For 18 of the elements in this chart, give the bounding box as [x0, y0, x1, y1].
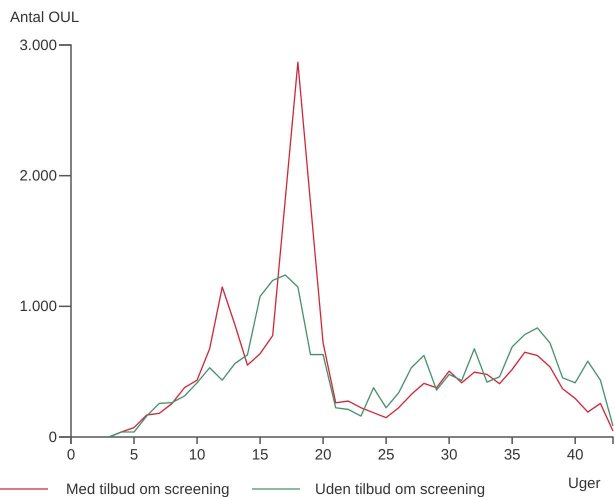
y-tick-label: 3.000: [19, 36, 57, 54]
line-series: [108, 274, 614, 438]
x-tick-label: 35: [504, 446, 521, 464]
y-tick-label: 0: [48, 428, 57, 446]
legend-label: Med tilbud om screening: [66, 481, 230, 497]
x-tick-label: 25: [378, 446, 394, 464]
x-tick-label: 10: [188, 446, 206, 464]
x-tick-label: 0: [66, 446, 76, 464]
x-tick-label: 30: [440, 446, 458, 464]
y-axis-title: Antal OUL: [10, 9, 80, 26]
y-tick-label: 2.000: [19, 167, 57, 184]
x-axis-title: Uger: [568, 475, 601, 492]
legend-label: Uden tilbud om screening: [315, 481, 486, 497]
x-tick-label: 15: [252, 446, 268, 464]
x-tick-label: 5: [130, 446, 138, 464]
x-tick-label: 20: [314, 446, 332, 464]
y-tick-label: 1.000: [19, 298, 57, 316]
x-tick-label: 40: [566, 446, 584, 464]
